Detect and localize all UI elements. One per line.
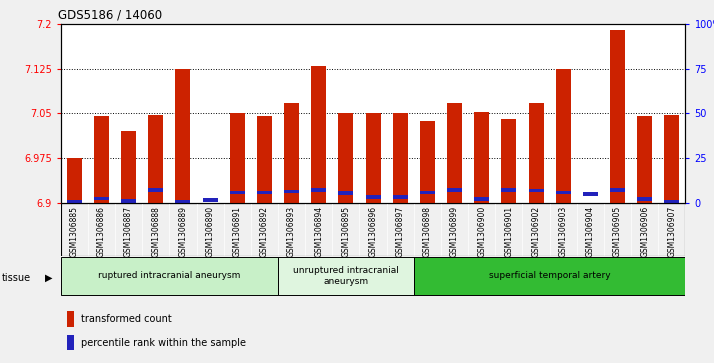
Bar bbox=[257, 191, 272, 194]
Text: superficial temporal artery: superficial temporal artery bbox=[489, 272, 610, 280]
Text: GDS5186 / 14060: GDS5186 / 14060 bbox=[58, 8, 161, 21]
Bar bbox=[61, 203, 685, 256]
Bar bbox=[501, 188, 516, 192]
Bar bbox=[338, 113, 353, 203]
Bar bbox=[528, 189, 543, 192]
Bar bbox=[637, 117, 652, 203]
Bar bbox=[203, 199, 218, 202]
FancyBboxPatch shape bbox=[278, 257, 414, 295]
Bar bbox=[501, 119, 516, 203]
Text: GSM1306901: GSM1306901 bbox=[504, 206, 513, 257]
Bar bbox=[149, 188, 164, 192]
Bar bbox=[528, 103, 543, 203]
Bar bbox=[149, 115, 164, 203]
Bar bbox=[67, 335, 74, 351]
Bar bbox=[230, 191, 245, 194]
Bar bbox=[665, 115, 679, 203]
Bar bbox=[121, 131, 136, 203]
Bar bbox=[474, 197, 489, 201]
Bar bbox=[366, 113, 381, 203]
Text: GSM1306894: GSM1306894 bbox=[314, 206, 323, 257]
Bar bbox=[338, 191, 353, 195]
Bar bbox=[284, 103, 299, 203]
Bar bbox=[230, 113, 245, 203]
Bar bbox=[176, 69, 191, 203]
Text: GSM1306890: GSM1306890 bbox=[206, 206, 215, 257]
Bar bbox=[610, 29, 625, 203]
Text: GSM1306889: GSM1306889 bbox=[178, 206, 187, 257]
Text: GSM1306904: GSM1306904 bbox=[586, 206, 595, 257]
Bar bbox=[420, 121, 435, 203]
Text: unruptured intracranial
aneurysm: unruptured intracranial aneurysm bbox=[293, 266, 399, 286]
Bar bbox=[555, 191, 570, 194]
Bar bbox=[67, 200, 81, 204]
Bar bbox=[447, 188, 462, 192]
Text: GSM1306891: GSM1306891 bbox=[233, 206, 242, 257]
FancyBboxPatch shape bbox=[414, 257, 685, 295]
Bar bbox=[637, 197, 652, 201]
Bar bbox=[67, 311, 74, 327]
Text: tissue: tissue bbox=[2, 273, 31, 283]
Text: GSM1306886: GSM1306886 bbox=[97, 206, 106, 257]
Text: percentile rank within the sample: percentile rank within the sample bbox=[81, 338, 246, 348]
Bar bbox=[257, 117, 272, 203]
Text: GSM1306907: GSM1306907 bbox=[668, 206, 676, 257]
Bar bbox=[67, 158, 81, 203]
Bar bbox=[665, 200, 679, 204]
Bar bbox=[366, 196, 381, 199]
Text: GSM1306906: GSM1306906 bbox=[640, 206, 649, 257]
Bar bbox=[393, 113, 408, 203]
Bar bbox=[311, 65, 326, 203]
Bar bbox=[203, 203, 218, 242]
Text: GSM1306902: GSM1306902 bbox=[531, 206, 540, 257]
Text: GSM1306903: GSM1306903 bbox=[559, 206, 568, 257]
Text: GSM1306899: GSM1306899 bbox=[450, 206, 459, 257]
Bar bbox=[311, 188, 326, 192]
Text: GSM1306887: GSM1306887 bbox=[124, 206, 133, 257]
Text: GSM1306900: GSM1306900 bbox=[477, 206, 486, 257]
FancyBboxPatch shape bbox=[61, 257, 278, 295]
Text: transformed count: transformed count bbox=[81, 314, 171, 324]
Text: ruptured intracranial aneurysm: ruptured intracranial aneurysm bbox=[98, 272, 241, 280]
Text: GSM1306896: GSM1306896 bbox=[368, 206, 378, 257]
Text: GSM1306892: GSM1306892 bbox=[260, 206, 269, 257]
Bar bbox=[393, 196, 408, 199]
Bar bbox=[94, 117, 109, 203]
Bar bbox=[555, 69, 570, 203]
Text: GSM1306897: GSM1306897 bbox=[396, 206, 405, 257]
Text: GSM1306888: GSM1306888 bbox=[151, 206, 160, 257]
Bar bbox=[176, 200, 191, 203]
Bar bbox=[583, 192, 598, 196]
Bar bbox=[121, 199, 136, 203]
Text: GSM1306885: GSM1306885 bbox=[70, 206, 79, 257]
Bar bbox=[474, 112, 489, 203]
Bar bbox=[610, 188, 625, 192]
Bar bbox=[583, 203, 598, 242]
Text: GSM1306898: GSM1306898 bbox=[423, 206, 432, 257]
Text: ▶: ▶ bbox=[44, 273, 52, 283]
Bar bbox=[284, 189, 299, 193]
Text: GSM1306895: GSM1306895 bbox=[341, 206, 351, 257]
Text: GSM1306893: GSM1306893 bbox=[287, 206, 296, 257]
Bar bbox=[420, 191, 435, 194]
Bar bbox=[94, 197, 109, 200]
Text: GSM1306905: GSM1306905 bbox=[613, 206, 622, 257]
Bar bbox=[447, 103, 462, 203]
